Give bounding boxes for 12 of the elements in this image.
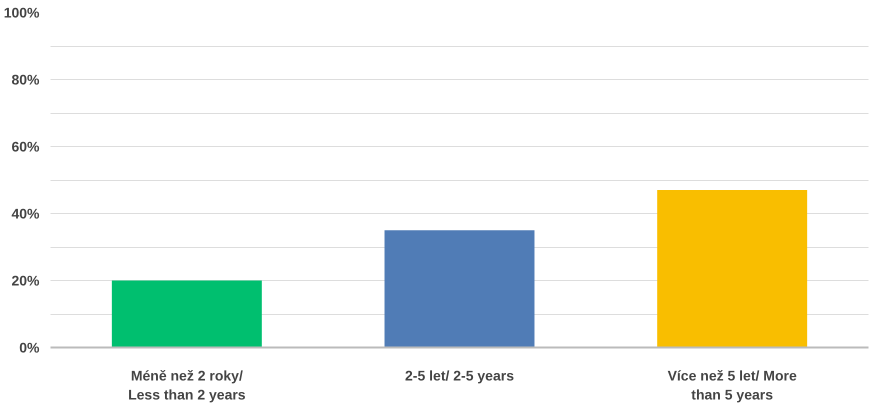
bar: [112, 280, 262, 348]
y-tick-label: 0%: [19, 340, 40, 356]
x-tick-label: Více než 5 let/ More than 5 years: [668, 368, 797, 403]
bar: [384, 230, 534, 348]
y-tick-label: 20%: [11, 272, 40, 288]
y-tick-label: 40%: [11, 206, 40, 222]
y-tick-label: 60%: [11, 138, 40, 154]
x-tick-label: 2-5 let/ 2-5 years: [405, 368, 514, 384]
y-tick-label: 80%: [11, 72, 40, 88]
y-tick-label: 100%: [4, 4, 40, 20]
bar: [657, 190, 808, 348]
x-tick-label: Méně než 2 roky/ Less than 2 years: [128, 368, 246, 403]
